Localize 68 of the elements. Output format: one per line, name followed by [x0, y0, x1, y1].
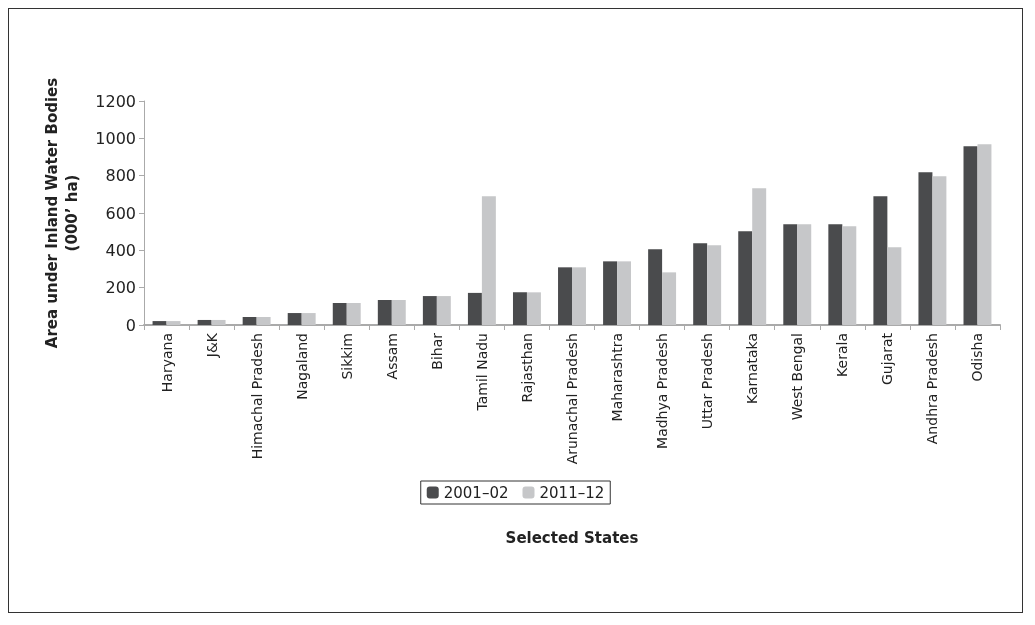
bar — [932, 176, 947, 325]
bar — [166, 321, 181, 325]
bar — [977, 144, 992, 325]
bar — [842, 226, 857, 325]
y-tick-label: 200 — [105, 278, 136, 298]
x-tick-label: Kerala — [834, 333, 851, 377]
bar — [558, 267, 572, 325]
x-tick-label: Rajasthan — [518, 333, 535, 403]
x-tick-label: Bihar — [428, 332, 445, 370]
y-axis-title: Area under Inland Water Bodies (000’ ha) — [43, 77, 81, 349]
bar — [422, 296, 437, 325]
bar — [662, 272, 677, 325]
x-tick-label: Maharashtra — [609, 333, 626, 422]
bar — [377, 299, 392, 325]
y-tick-label: 0 — [125, 315, 136, 335]
bar — [918, 172, 933, 325]
x-tick-label: Arunachal Pradesh — [564, 333, 580, 465]
bar — [887, 247, 902, 325]
x-tick-label: Nagaland — [293, 333, 310, 400]
bar — [738, 231, 753, 325]
y-tick-label: 1200 — [95, 91, 136, 111]
bar — [256, 316, 271, 325]
bar — [436, 296, 451, 325]
bar — [391, 299, 406, 325]
x-tick-label: Tamil Nadu — [473, 333, 490, 412]
bar — [707, 245, 722, 325]
bar — [152, 321, 167, 325]
x-tick-label: Karnataka — [744, 333, 761, 404]
bar — [481, 196, 496, 325]
x-axis-title: Selected States — [505, 528, 639, 547]
bar — [301, 313, 316, 325]
bar — [346, 302, 361, 325]
x-tick-label: J&K — [203, 332, 220, 359]
x-tick-label: Madhya Pradesh — [654, 333, 671, 449]
bar — [512, 292, 527, 325]
legend-label: 2001–02 — [443, 483, 509, 502]
bar — [572, 267, 586, 325]
bar — [242, 316, 257, 325]
bar — [797, 224, 812, 325]
bar — [828, 224, 843, 325]
bar — [526, 292, 541, 325]
bar — [693, 243, 708, 325]
bar — [783, 224, 798, 325]
x-tick-label: Haryana — [158, 333, 175, 393]
bar — [603, 261, 618, 325]
bar — [752, 188, 767, 325]
x-tick-label: West Bengal — [789, 333, 806, 421]
y-tick-label: 800 — [105, 166, 136, 186]
bar — [332, 302, 347, 325]
bar — [873, 196, 888, 325]
x-tick-label: Andhra Pradesh — [924, 333, 941, 445]
bar — [211, 319, 226, 325]
x-tick-label: Odisha — [969, 333, 986, 382]
x-tick-label: Himachal Pradesh — [248, 333, 265, 460]
y-tick-label: 600 — [105, 203, 136, 223]
legend-label: 2011–12 — [539, 483, 605, 502]
x-tick-label: Gujarat — [879, 332, 896, 386]
bar — [963, 146, 978, 325]
bar — [617, 261, 632, 325]
x-tick-label: Uttar Pradesh — [699, 333, 716, 430]
x-tick-label: Sikkim — [338, 333, 355, 380]
y-tick-label: 1000 — [95, 128, 136, 148]
x-tick-label: Assam — [383, 333, 400, 380]
bar — [287, 313, 302, 325]
bar — [197, 319, 212, 325]
bar — [467, 292, 482, 325]
y-tick-label: 400 — [105, 240, 136, 260]
bar — [648, 249, 663, 325]
